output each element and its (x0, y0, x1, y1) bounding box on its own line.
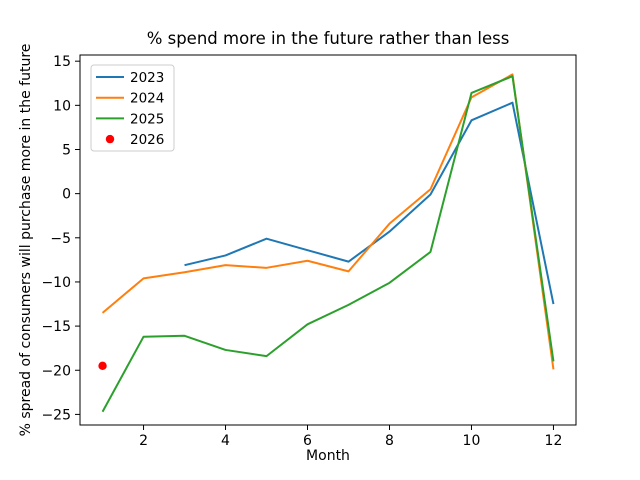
y-tick-label: −5 (50, 231, 71, 247)
x-axis-label: Month (306, 448, 350, 464)
legend-box (90, 64, 175, 152)
y-tick-label: −10 (41, 275, 71, 291)
series-line-2024 (101, 73, 555, 370)
series-line-2025 (101, 75, 555, 413)
x-tick-label: 2 (139, 433, 148, 449)
y-tick-label: 0 (62, 187, 71, 203)
legend-marker-2026 (105, 134, 115, 144)
plot-frame (79, 54, 577, 426)
y-tick-label: 5 (62, 142, 71, 158)
legend: 2023 2024 2025 2026 (90, 64, 175, 152)
series-line-2023 (184, 101, 555, 305)
x-tick-label: 6 (303, 433, 312, 449)
y-tick-label: 10 (53, 98, 71, 114)
y-tick-label: −25 (41, 407, 71, 423)
chart-title: % spend more in the future rather than l… (146, 29, 510, 48)
legend-label-2023: 2023 (130, 70, 164, 86)
x-tick-label: 4 (221, 433, 230, 449)
x-tick-label: 8 (385, 433, 394, 449)
x-tick-label: 10 (463, 433, 481, 449)
y-tick-label: −15 (41, 319, 71, 335)
legend-label-2026: 2026 (130, 132, 164, 148)
data-point-2026 (98, 361, 107, 371)
y-tick-label: 15 (53, 54, 71, 70)
x-tick-label: 12 (545, 433, 563, 449)
legend-label-2025: 2025 (130, 111, 164, 127)
legend-label-2024: 2024 (130, 91, 164, 107)
y-tick-label: −20 (41, 363, 71, 379)
